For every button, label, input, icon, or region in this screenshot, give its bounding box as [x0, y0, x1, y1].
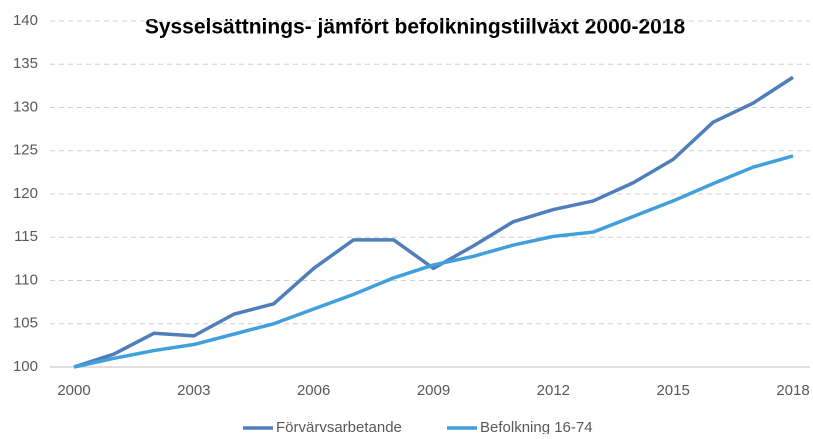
y-tick-label: 135	[13, 55, 38, 72]
x-tick-label: 2009	[417, 382, 450, 399]
y-tick-label: 110	[14, 271, 38, 288]
y-tick-label: 140	[13, 12, 38, 29]
x-tick-label: 2018	[776, 382, 809, 399]
line-series	[73, 154, 794, 369]
x-tick-label: 2003	[177, 382, 210, 399]
x-tick-label: 2000	[57, 382, 90, 399]
legend-label: Förvärvsarbetande	[276, 419, 402, 434]
chart-title: Sysselsättnings- jämfört befolkningstill…	[145, 16, 686, 39]
y-tick-label: 105	[13, 315, 38, 332]
x-tick-label: 2015	[656, 382, 689, 399]
y-tick-label: 120	[13, 185, 38, 202]
y-tick-label: 115	[14, 228, 38, 245]
y-tick-label: 130	[13, 98, 38, 115]
legend-label: Befolkning 16-74	[480, 419, 593, 434]
x-tick-label: 2012	[537, 382, 570, 399]
y-tick-label: 125	[13, 142, 38, 159]
y-tick-label: 100	[13, 358, 38, 375]
x-tick-label: 2006	[297, 382, 330, 399]
line-series	[73, 75, 794, 369]
